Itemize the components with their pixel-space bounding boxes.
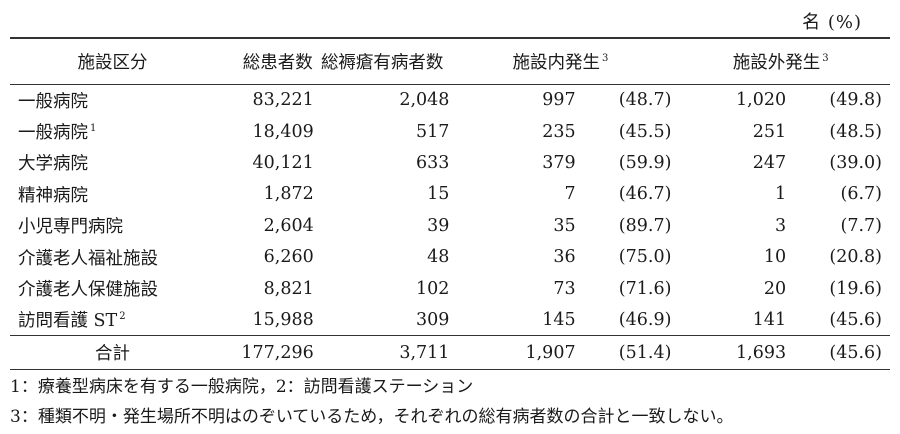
table-row: 小児専門病院 2,604 39 35 (89.7) 3 (7.7) xyxy=(10,210,890,241)
row-category: 大学病院 xyxy=(10,147,215,178)
row-in-facility-count: 35 xyxy=(553,215,576,236)
row-in-facility-percent: (75.0) xyxy=(618,247,672,268)
total-total-patients: 177,296 xyxy=(215,335,314,371)
row-total-patients: 15,988 xyxy=(252,309,314,330)
row-category: 一般病院 xyxy=(10,85,215,116)
row-category: 介護老人福祉施設 xyxy=(10,241,215,272)
row-in-facility-percent: (59.9) xyxy=(618,152,672,173)
row-category: 訪問看護 ST 2 xyxy=(10,304,215,335)
row-out-facility-percent: (45.6) xyxy=(829,309,882,330)
row-pressure-ulcer-patients: 48 xyxy=(427,247,450,268)
total-out-facility-count: 1,693 xyxy=(671,335,787,371)
total-in-facility-count: 1,907 xyxy=(449,335,576,371)
row-out-facility-count: 1,020 xyxy=(736,90,787,111)
row-in-facility-percent: (45.5) xyxy=(618,121,672,142)
header-in-facility-note: 3 xyxy=(601,53,609,65)
row-total-patients: 2,604 xyxy=(263,215,314,236)
row-pressure-ulcer-patients: 517 xyxy=(416,121,450,142)
footnotes: 1：療養型病床を有する一般病院，2：訪問看護ステーション 3：種類不明・発生場所… xyxy=(10,372,733,432)
row-total-patients: 6,260 xyxy=(263,247,314,268)
row-category-note: 2 xyxy=(119,311,126,323)
row-total-patients: 18,409 xyxy=(252,121,314,142)
row-category-note: 1 xyxy=(90,123,97,135)
total-out-facility-percent: (45.6) xyxy=(786,335,890,371)
header-total-patients: 総患者数 xyxy=(215,38,314,85)
table-row: 介護老人福祉施設 6,260 48 36 (75.0) 10 (20.8) xyxy=(10,241,890,272)
table-row: 一般病院 83,221 2,048 997 (48.7) 1,020 (49.8) xyxy=(10,85,890,116)
row-in-facility-percent: (46.7) xyxy=(618,184,672,205)
row-out-facility-count: 251 xyxy=(752,121,787,142)
row-pressure-ulcer-patients: 2,048 xyxy=(399,90,450,111)
row-pressure-ulcer-patients: 102 xyxy=(416,278,450,299)
row-pressure-ulcer-patients: 15 xyxy=(427,184,450,205)
table-header-row: 施設区分 総患者数 総褥瘡有病者数 施設内発生 3 施設外発生 3 xyxy=(10,38,890,85)
row-category-label: 介護老人福祉施設 xyxy=(18,248,158,269)
row-category-label: 一般病院 xyxy=(18,123,88,144)
table-row: 一般病院 1 18,409 517 235 (45.5) 251 (48.5) xyxy=(10,116,890,147)
total-label: 合計 xyxy=(10,335,216,371)
footnote-3: 3：種類不明・発生場所不明はのぞいているため，それぞれの総有病者数の合計と一致し… xyxy=(10,407,734,427)
header-in-facility: 施設内発生 3 xyxy=(449,38,672,85)
unit-label: 名 (%) xyxy=(802,12,862,33)
table-row: 大学病院 40,121 633 379 (59.9) 247 (39.0) xyxy=(10,147,890,178)
row-out-facility-percent: (19.6) xyxy=(829,278,882,299)
row-out-facility-percent: (20.8) xyxy=(829,247,882,268)
row-pressure-ulcer-patients: 633 xyxy=(416,152,450,173)
row-in-facility-count: 36 xyxy=(553,247,576,268)
row-out-facility-count: 1 xyxy=(775,184,787,205)
row-category: 小児専門病院 xyxy=(10,210,215,241)
total-in-facility-percent: (51.4) xyxy=(575,335,672,371)
row-category-label: 一般病院 xyxy=(18,91,88,112)
header-out-facility-note: 3 xyxy=(822,53,829,65)
row-in-facility-count: 379 xyxy=(542,152,576,173)
row-pressure-ulcer-patients: 39 xyxy=(427,215,450,236)
row-out-facility-count: 247 xyxy=(752,152,787,173)
row-in-facility-percent: (89.7) xyxy=(618,215,672,236)
row-out-facility-percent: (49.8) xyxy=(829,90,882,111)
row-out-facility-count: 141 xyxy=(752,309,787,330)
table-row: 介護老人保健施設 8,821 102 73 (71.6) 20 (19.6) xyxy=(10,273,890,304)
row-in-facility-percent: (71.6) xyxy=(618,278,672,299)
prevalence-table: 施設区分 総患者数 総褥瘡有病者数 施設内発生 3 施設外発生 3 一般病院 83,2… xyxy=(10,38,890,371)
row-out-facility-count: 3 xyxy=(775,215,787,236)
row-category-label: 介護老人保健施設 xyxy=(18,280,158,301)
row-in-facility-count: 997 xyxy=(542,90,576,111)
row-total-patients: 40,121 xyxy=(252,152,314,173)
table-top-rule xyxy=(10,37,890,38)
table-row: 訪問看護 ST 2 15,988 309 145 (46.9) 141 (45.6) xyxy=(10,304,890,335)
row-category: 介護老人保健施設 xyxy=(10,273,215,304)
row-category: 精神病院 xyxy=(10,179,215,210)
row-in-facility-count: 145 xyxy=(542,309,576,330)
row-in-facility-percent: (46.9) xyxy=(618,309,672,330)
header-pressure-ulcer-patients: 総褥瘡有病者数 xyxy=(313,38,450,85)
footnote-1-2: 1：療養型病床を有する一般病院，2：訪問看護ステーション xyxy=(10,377,474,397)
row-in-facility-percent: (48.7) xyxy=(618,90,672,111)
row-total-patients: 83,221 xyxy=(252,90,314,111)
row-in-facility-count: 73 xyxy=(553,278,576,299)
row-category-label: 大学病院 xyxy=(18,154,88,175)
row-category-label: 訪問看護 ST xyxy=(18,311,118,332)
row-pressure-ulcer-patients: 309 xyxy=(416,309,450,330)
row-in-facility-count: 7 xyxy=(564,184,576,205)
row-in-facility-count: 235 xyxy=(542,121,576,142)
row-out-facility-count: 20 xyxy=(763,278,787,299)
row-category-label: 精神病院 xyxy=(18,185,88,206)
row-category-label: 小児専門病院 xyxy=(18,217,123,238)
header-category: 施設区分 xyxy=(10,38,216,85)
row-total-patients: 8,821 xyxy=(263,278,314,299)
total-row: 合計 177,296 3,711 1,907 (51.4) 1,693 (45.… xyxy=(10,335,890,371)
row-out-facility-percent: (48.5) xyxy=(829,121,882,142)
row-out-facility-count: 10 xyxy=(763,247,787,268)
total-pressure-ulcer-patients: 3,711 xyxy=(313,335,450,371)
row-out-facility-percent: (7.7) xyxy=(840,215,883,236)
row-total-patients: 1,872 xyxy=(263,184,314,205)
header-out-facility: 施設外発生 3 xyxy=(671,38,890,85)
row-category: 一般病院 1 xyxy=(10,116,215,147)
row-out-facility-percent: (6.7) xyxy=(840,184,883,205)
table-row: 精神病院 1,872 15 7 (46.7) 1 (6.7) xyxy=(10,179,890,210)
row-out-facility-percent: (39.0) xyxy=(829,152,882,173)
